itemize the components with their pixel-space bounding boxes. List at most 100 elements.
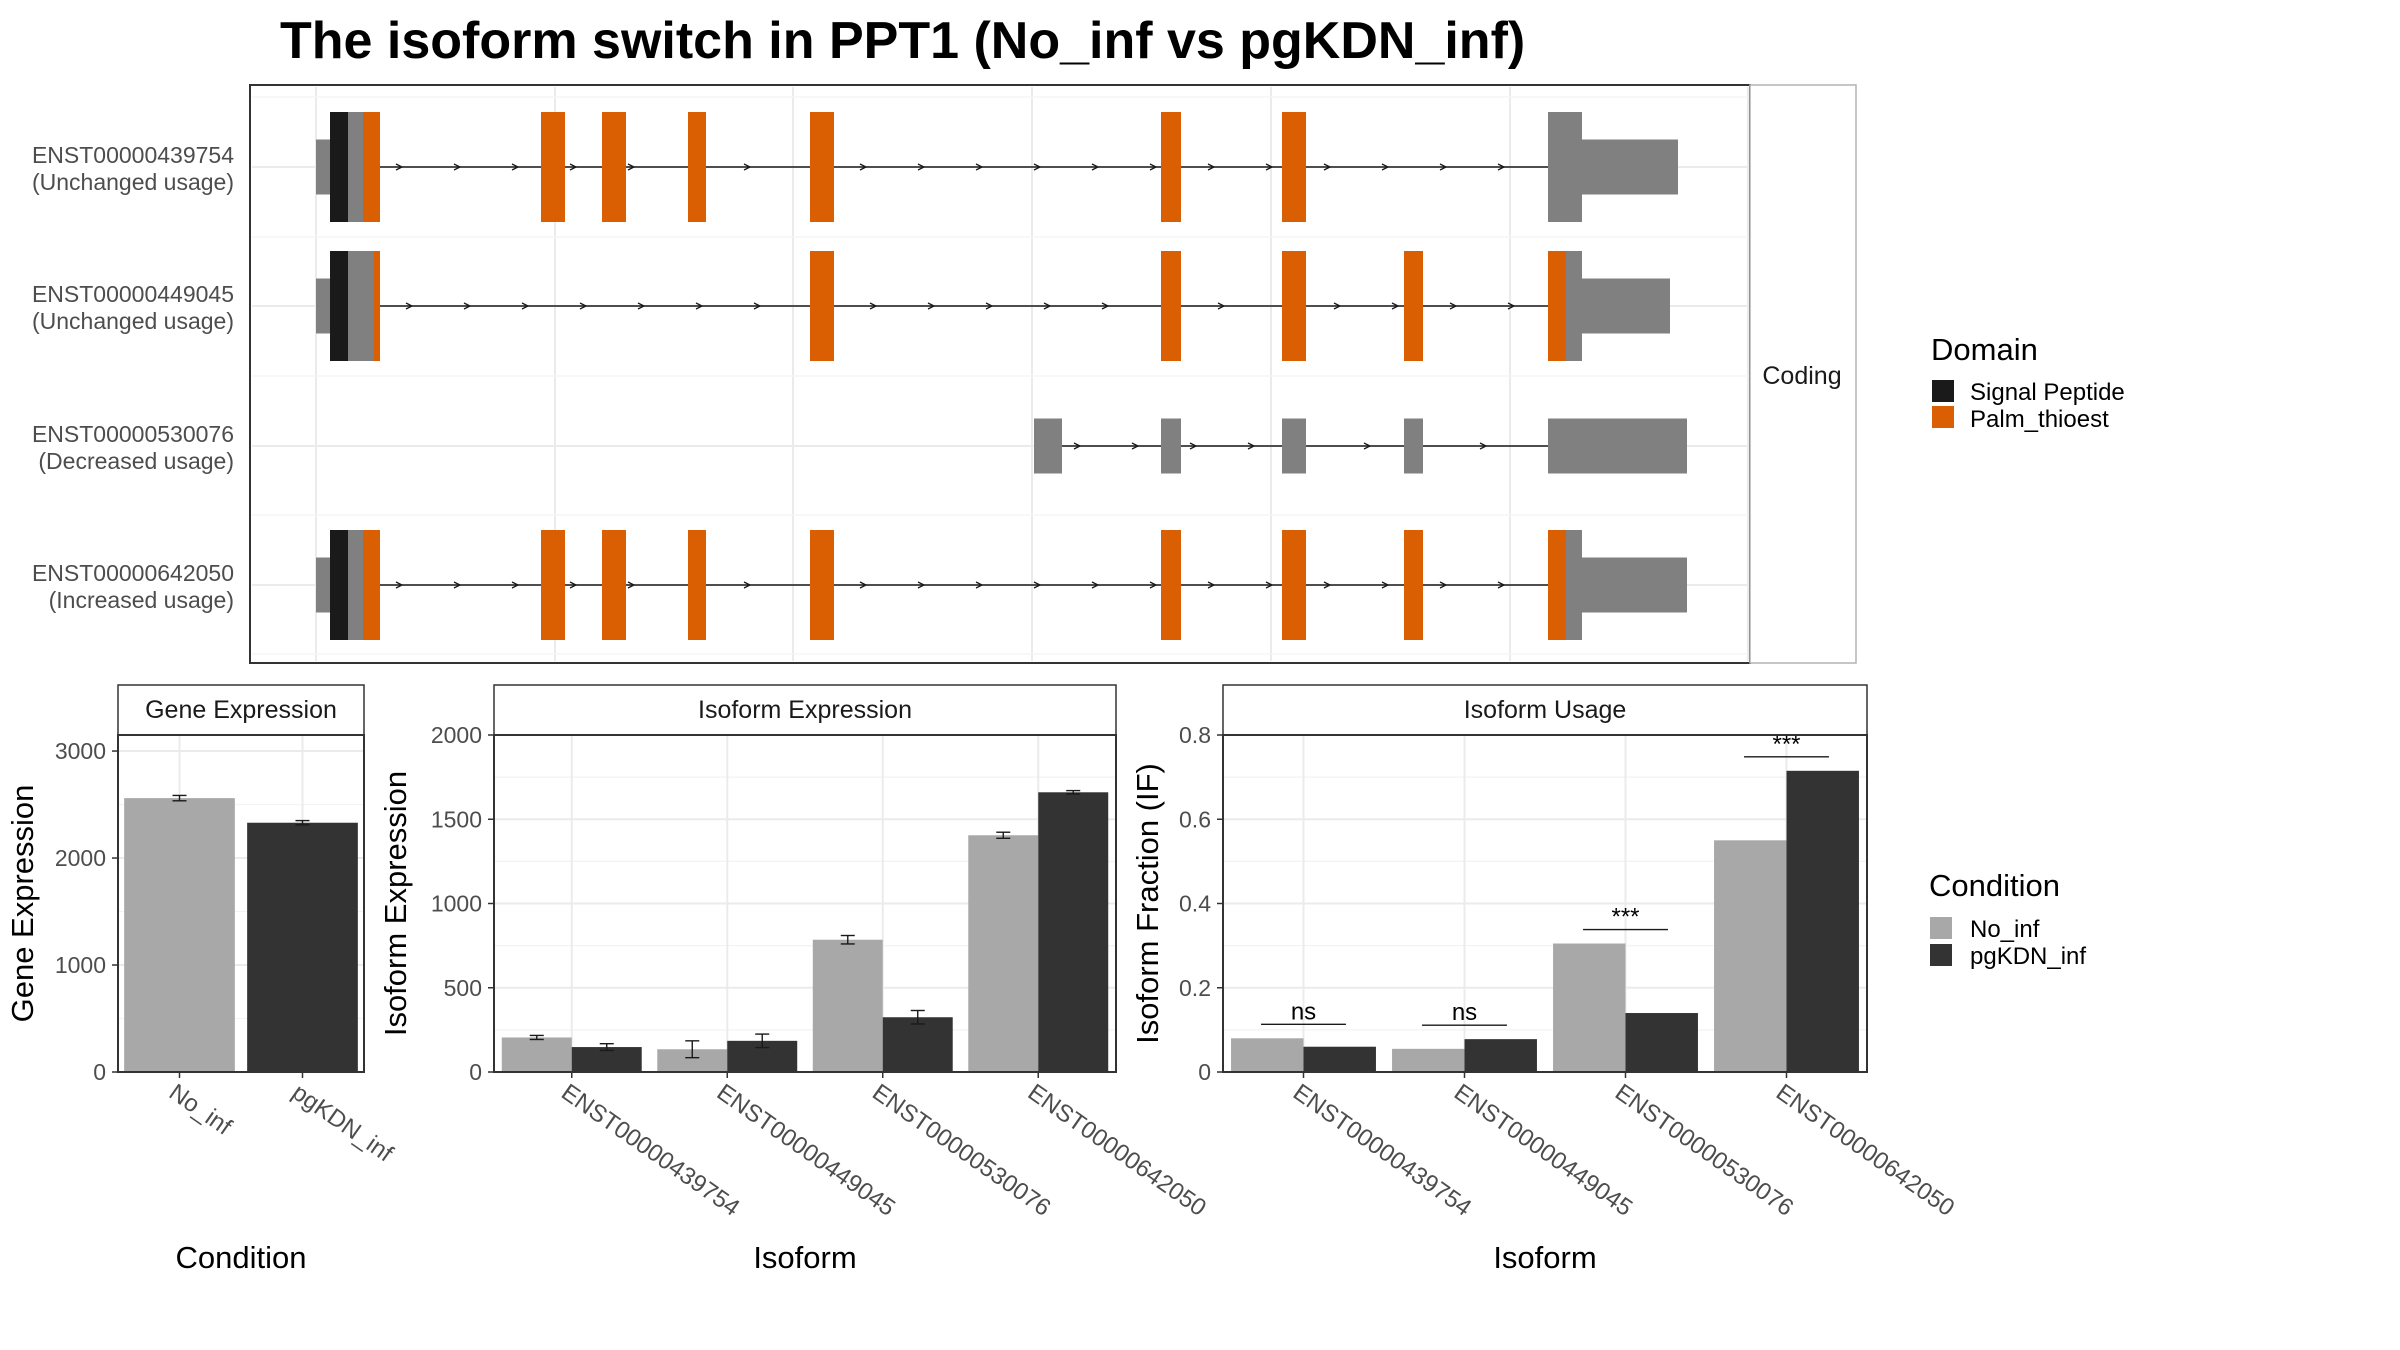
palm-thioest-exon-4 (541, 112, 565, 222)
gene-expression-panel: Gene Expression 0 1000 2000 3000 No_inf pgKDN_… (5, 684, 398, 1275)
intron-arrow (1439, 163, 1448, 171)
exon-10 (1582, 278, 1670, 334)
bar-No_inf-ENST00000449045 (657, 1049, 728, 1072)
intron-arrow (1439, 581, 1448, 589)
intron-arrow (859, 163, 868, 171)
intron-arrow (627, 581, 636, 589)
y-tick-label: 0.8 (1179, 722, 1211, 748)
y-tick-label: 0.6 (1179, 806, 1211, 832)
exon-10 (1548, 112, 1582, 222)
error-bar (599, 1042, 614, 1052)
intron-arrow (1391, 302, 1400, 310)
intron-arrow (1497, 163, 1506, 171)
intron-arrow (1131, 442, 1140, 450)
signal-peptide-legend-label: Signal Peptide (1970, 379, 2125, 406)
palm-thioest-exon-9 (1282, 112, 1306, 222)
intron-arrow (1189, 442, 1198, 450)
intron-arrow (1333, 302, 1342, 310)
isoform-structure-panel: ENST00000439754(Unchanged usage)ENST0000… (32, 84, 1857, 664)
palm-thioest-exon-5 (1161, 251, 1181, 361)
error-bar (996, 831, 1011, 839)
bar-No_inf-ENST00000530076 (812, 939, 883, 1072)
exon-0 (1034, 418, 1062, 474)
no-inf-key (1930, 917, 1952, 939)
bar-pgKDN_inf-ENST00000642050 (1038, 792, 1109, 1072)
domain-legend: Domain Signal Peptide Palm_thioest (1931, 332, 2125, 433)
panel-strip (493, 684, 1117, 736)
y-tick-label: 0.4 (1179, 891, 1211, 917)
y-tick-label: 2000 (55, 845, 106, 871)
isoform-id-label: ENST00000530076 (32, 421, 234, 447)
signal-peptide-exon-1 (330, 112, 348, 222)
intron-arrow (1149, 163, 1158, 171)
intron-arrow (1217, 302, 1226, 310)
isoform-expression-panel: Isoform Expression0500100015002000ENST00… (378, 684, 1211, 1275)
x-tick-label: ENST00000530076 (1610, 1079, 1798, 1222)
exon-2 (348, 251, 374, 361)
palm-thioest-exon-3 (363, 530, 380, 640)
structure-panel-border (249, 84, 1751, 664)
palm-thioest-exon-4 (541, 530, 565, 640)
error-bar (840, 934, 855, 945)
bar-No_inf-No_inf (124, 798, 235, 1072)
palm-thioest-exon-6 (688, 530, 706, 640)
bar-No_inf-ENST00000439754 (501, 1037, 572, 1072)
intron-arrow (1497, 581, 1506, 589)
intron-arrow (1207, 163, 1216, 171)
exon-9 (1566, 251, 1582, 361)
intron-arrow (1033, 163, 1042, 171)
palm-thioest-exon-5 (602, 112, 626, 222)
intron-arrow (743, 163, 752, 171)
structure-row-ENST00000530076: ENST00000530076(Decreased usage) (32, 418, 1687, 474)
intron-arrow (511, 581, 520, 589)
intron-arrow (753, 302, 762, 310)
intron-arrow (917, 163, 926, 171)
palm-thioest-exon-11 (1548, 530, 1566, 640)
intron-arrow (1149, 581, 1158, 589)
figure-title: The isoform switch in PPT1 (No_inf vs pg… (280, 12, 1525, 70)
intron-arrow (975, 581, 984, 589)
x-axis-title: Isoform (753, 1240, 856, 1275)
intron-arrow (695, 302, 704, 310)
y-tick-label: 0 (469, 1059, 482, 1085)
condition-legend-title: Condition (1929, 868, 2060, 903)
intron-arrow (1265, 163, 1274, 171)
coding-strip-label: Coding (1762, 362, 1841, 390)
x-tick-label: ENST00000439754 (1288, 1079, 1476, 1222)
bar-pgKDN_inf-ENST00000439754 (1303, 1046, 1376, 1072)
intron-arrow (569, 163, 578, 171)
structure-row-ENST00000449045: ENST00000449045(Unchanged usage) (32, 251, 1670, 361)
panel-strip-title: Isoform Usage (1464, 696, 1627, 724)
intron-arrow (1247, 442, 1256, 450)
intron-arrow (395, 581, 404, 589)
bar-No_inf-ENST00000642050 (1714, 840, 1787, 1072)
exon-0 (316, 139, 330, 195)
y-axis-title: Isoform Expression (378, 771, 413, 1036)
intron-arrow (1101, 302, 1110, 310)
signal-peptide-key (1932, 380, 1954, 402)
exon-3 (1404, 418, 1423, 474)
significance-annotation: ns (1422, 999, 1507, 1026)
significance-label: *** (1611, 904, 1639, 931)
error-bar (295, 819, 310, 826)
intron-arrow (985, 302, 994, 310)
y-tick-label: 1500 (431, 806, 482, 832)
intron-arrow (1091, 163, 1100, 171)
significance-label: ns (1452, 999, 1477, 1026)
bar-pgKDN_inf-ENST00000439754 (571, 1047, 642, 1072)
intron-arrow (395, 163, 404, 171)
coding-strip-box (1749, 84, 1857, 664)
intron-arrow (1507, 302, 1516, 310)
error-bar (910, 1009, 925, 1025)
structure-isoforms: ENST00000439754(Unchanged usage)ENST0000… (32, 112, 1687, 640)
palm-thioest-exon-8 (1548, 251, 1566, 361)
bar-pgKDN_inf-ENST00000449045 (1464, 1039, 1537, 1072)
y-tick-label: 0 (1198, 1059, 1211, 1085)
intron-arrow (917, 581, 926, 589)
pgkdn-inf-legend-label: pgKDN_inf (1970, 943, 2086, 970)
palm-thioest-exon-7 (810, 112, 834, 222)
domain-legend-title: Domain (1931, 332, 2038, 367)
y-axis-title: Isoform Fraction (IF) (1130, 763, 1165, 1044)
